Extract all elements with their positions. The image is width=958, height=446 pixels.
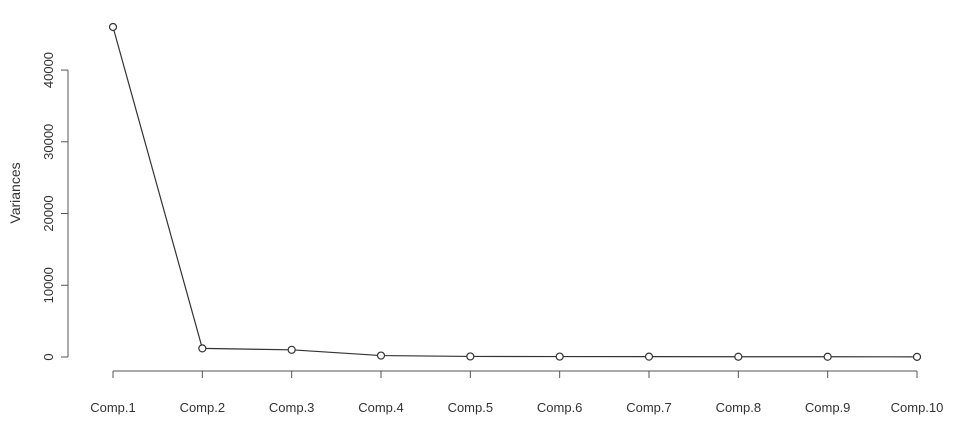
x-tick-label: Comp.2 <box>180 400 226 415</box>
data-point <box>108 22 118 32</box>
x-tick-label: Comp.7 <box>626 400 672 415</box>
data-point <box>734 352 743 361</box>
data-point <box>287 345 296 354</box>
y-tick-label: 40000 <box>41 52 56 88</box>
x-tick-label: Comp.9 <box>805 400 851 415</box>
x-axis: Comp.1 Comp.2 Comp.3 Comp.4 Comp.5 Comp.6 Comp… <box>90 370 944 415</box>
x-tick-label: Comp.10 <box>891 400 944 415</box>
x-tick-label: Comp.8 <box>716 400 762 415</box>
series-line <box>112 26 918 358</box>
x-tick-label: Comp.4 <box>358 400 404 415</box>
y-tick-label: 0 <box>41 353 56 360</box>
y-tick-label: 20000 <box>41 195 56 231</box>
data-point <box>644 352 654 361</box>
x-tick-label: Comp.3 <box>269 400 315 415</box>
data-point <box>555 352 564 361</box>
data-point <box>376 351 386 360</box>
data-point <box>466 352 475 361</box>
series-variances <box>108 22 922 361</box>
data-point <box>198 344 207 353</box>
data-point <box>912 352 922 361</box>
y-axis-title: Variances <box>7 162 23 223</box>
x-tick-label: Comp.5 <box>448 400 494 415</box>
y-axis: 0 10000 20000 30000 40000 <box>41 52 69 361</box>
y-tick-label: 10000 <box>41 267 56 303</box>
x-tick-label: Comp.1 <box>90 400 136 415</box>
x-tick-label: Comp.6 <box>537 400 583 415</box>
data-point <box>823 352 832 361</box>
y-tick-label: 30000 <box>41 124 56 160</box>
